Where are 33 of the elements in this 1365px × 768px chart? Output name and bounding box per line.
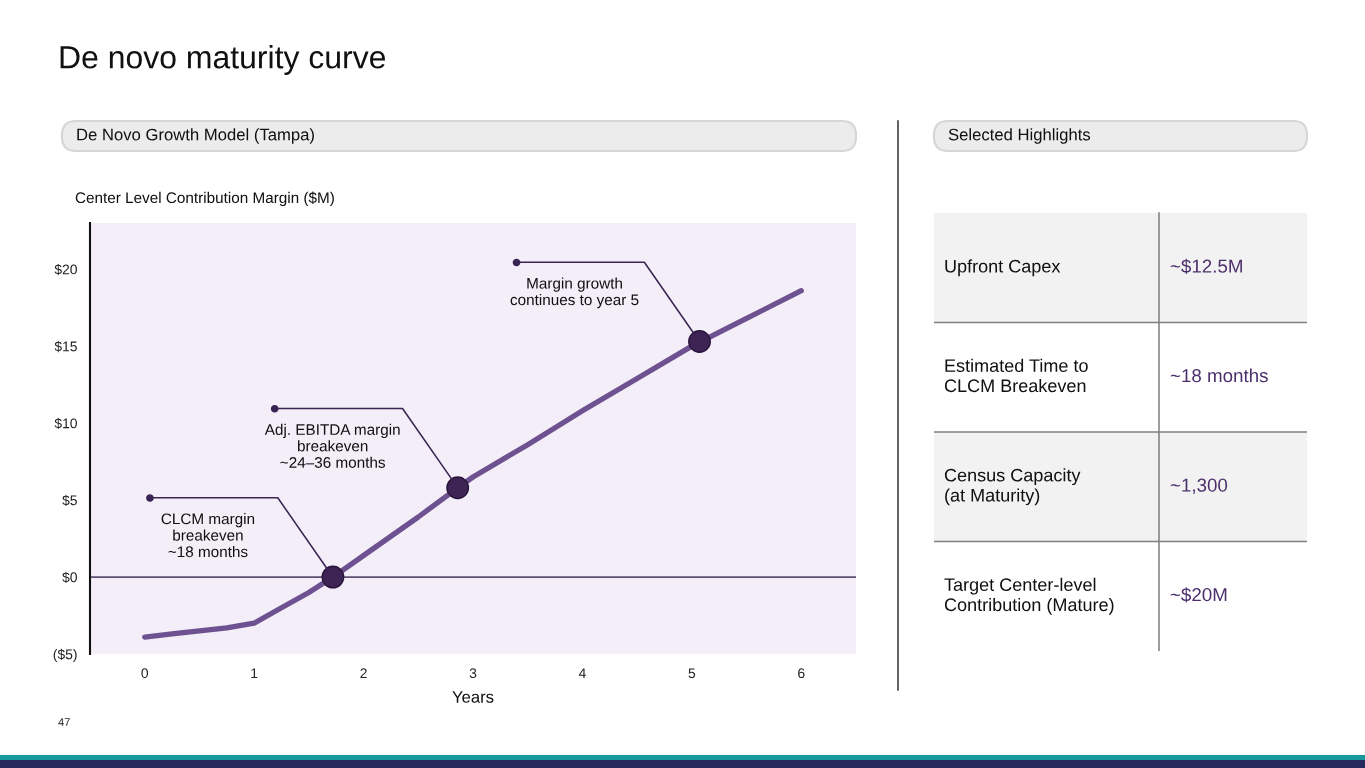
text: ~$12.5M <box>1170 258 1242 274</box>
chart-subtitle: De Novo Growth Model (Tampa) <box>77 128 314 144</box>
y-tick-label: $0 <box>62 571 77 584</box>
y-tick-label: $10 <box>54 417 77 430</box>
point <box>446 476 470 500</box>
text: 47 <box>58 718 70 726</box>
x-tick-label: 3 <box>469 668 477 679</box>
x-tick-label: 6 <box>798 668 805 679</box>
x-tick-label: 1 <box>251 668 258 678</box>
point <box>688 330 711 353</box>
y-tick-label: $20 <box>54 263 77 276</box>
x-tick-label: 2 <box>360 668 367 678</box>
y-tick-label: ($5) <box>53 648 77 663</box>
x-tick-label: 4 <box>578 668 586 678</box>
point <box>321 565 345 589</box>
annotation: Adj. EBITDA margin breakeven ~24–36 months <box>264 423 400 468</box>
text: Estimated Time to CLCM Breakeven <box>944 358 1088 393</box>
text: ~$20M <box>1170 587 1227 603</box>
x-axis-title: Years <box>452 691 494 703</box>
chart-title: De novo maturity curve <box>60 45 386 75</box>
y-axis-title: Center Level Contribution Margin ($M) <box>75 191 334 207</box>
text: Upfront Capex <box>945 259 1061 277</box>
y-tick-label: $15 <box>54 340 77 353</box>
y-tick-label: $5 <box>62 494 77 507</box>
text: ~18 months <box>1170 368 1268 383</box>
text: Selected Highlights <box>948 128 1091 144</box>
text: Target Center-level Contribution (Mature) <box>944 577 1114 615</box>
x-tick-label: 5 <box>688 668 696 679</box>
annotation: CLCM margin breakeven ~18 months <box>161 513 255 558</box>
text: Census Capacity (at Maturity) <box>944 468 1081 506</box>
x-tick-label: 0 <box>141 668 149 679</box>
text: ~1,300 <box>1170 478 1228 494</box>
annotation: Margin growth continues to year 5 <box>510 277 639 309</box>
